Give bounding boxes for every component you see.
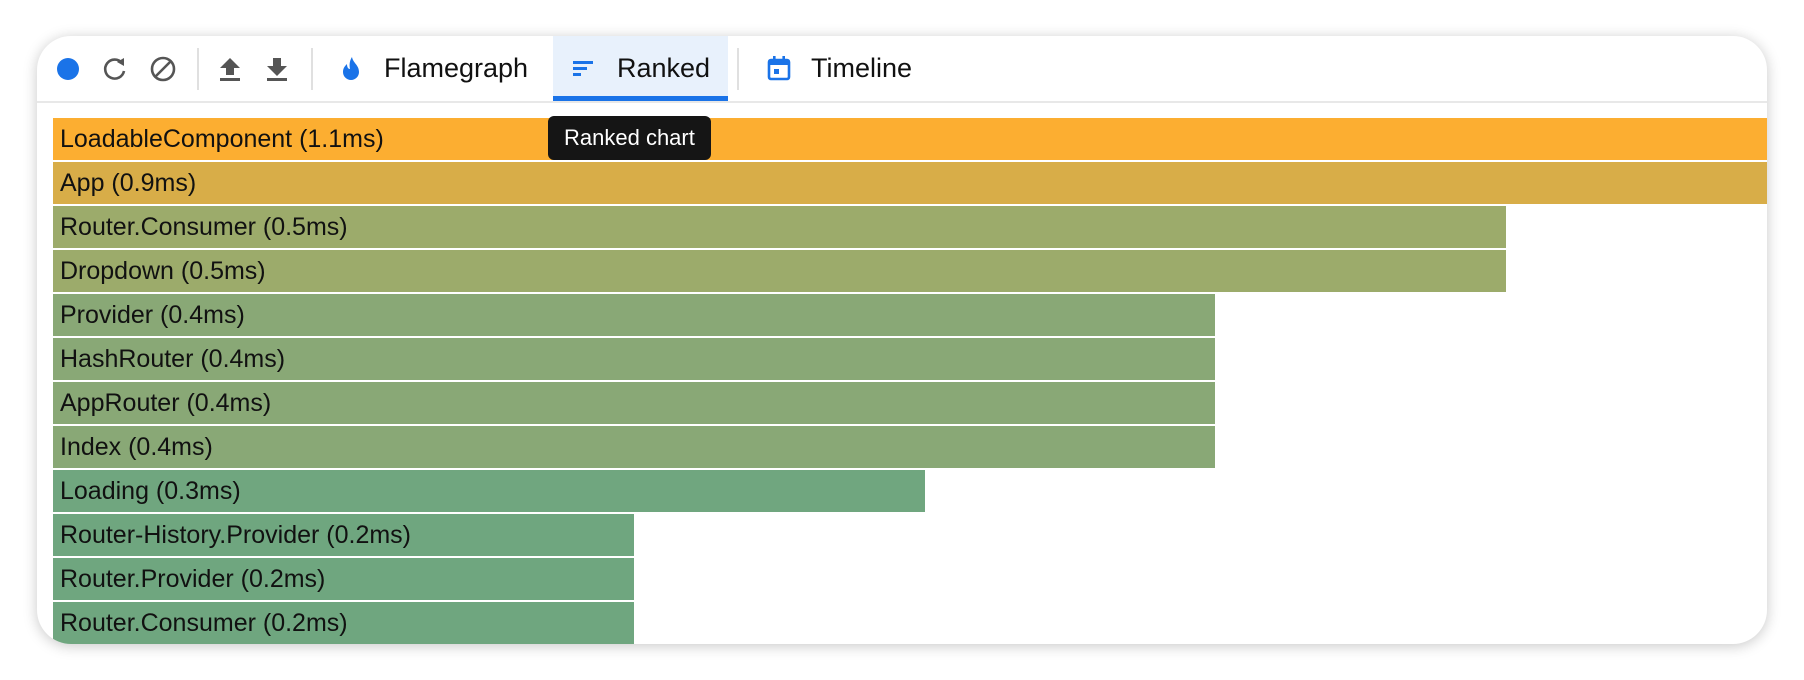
calendar-icon [767, 56, 791, 81]
flame-icon [343, 57, 359, 80]
reload-button[interactable] [100, 54, 130, 84]
clear-button[interactable] [148, 54, 178, 84]
ranked-bar[interactable]: Router-History.Provider (0.2ms) [53, 514, 634, 556]
separator [311, 48, 313, 90]
tooltip: Ranked chart [548, 116, 711, 160]
ranked-bar[interactable]: Router.Consumer (0.2ms) [53, 602, 634, 644]
download-button[interactable] [262, 54, 292, 84]
ranked-bar[interactable]: Index (0.4ms) [53, 426, 1215, 468]
separator [197, 48, 199, 90]
ranked-bar[interactable]: App (0.9ms) [53, 162, 1767, 204]
ranked-bar[interactable]: Router.Provider (0.2ms) [53, 558, 634, 600]
ranked-bar[interactable]: Dropdown (0.5ms) [53, 250, 1506, 292]
toolbar: Flamegraph Ranked Timeline [37, 36, 1767, 103]
upload-button[interactable] [215, 54, 245, 84]
tab[interactable]: Timeline [811, 53, 913, 83]
ranked-bar[interactable]: LoadableComponent (1.1ms) [53, 118, 1767, 160]
ranked-bar[interactable]: HashRouter (0.4ms) [53, 338, 1215, 380]
ranked-bar[interactable]: Loading (0.3ms) [53, 470, 925, 512]
ranked-icon [573, 61, 593, 76]
ranked-bar[interactable]: Provider (0.4ms) [53, 294, 1215, 336]
ranked-bar[interactable]: AppRouter (0.4ms) [53, 382, 1215, 424]
record-button[interactable] [53, 54, 83, 84]
tab[interactable]: Flamegraph [384, 53, 529, 83]
profiler-panel: Flamegraph Ranked Timeline LoadableCompo… [37, 36, 1767, 644]
ranked-bar[interactable]: Router.Consumer (0.5ms) [53, 206, 1506, 248]
separator [737, 48, 739, 90]
ranked-chart: LoadableComponent (1.1ms) App (0.9ms) Rout… [53, 118, 1767, 644]
